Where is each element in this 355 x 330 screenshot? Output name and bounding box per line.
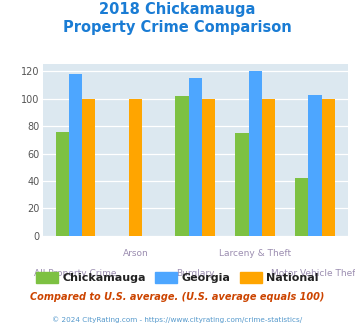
Text: Burglary: Burglary bbox=[176, 269, 214, 278]
Bar bbox=[295, 178, 308, 236]
Bar bbox=[69, 74, 82, 236]
Text: Larceny & Theft: Larceny & Theft bbox=[219, 249, 291, 258]
Bar bbox=[189, 78, 202, 236]
Bar bbox=[175, 96, 189, 236]
Text: Compared to U.S. average. (U.S. average equals 100): Compared to U.S. average. (U.S. average … bbox=[30, 292, 325, 302]
Text: Property Crime Comparison: Property Crime Comparison bbox=[63, 20, 292, 35]
Bar bbox=[202, 99, 215, 236]
Bar bbox=[56, 132, 69, 236]
Legend: Chickamauga, Georgia, National: Chickamauga, Georgia, National bbox=[32, 268, 323, 288]
Bar bbox=[322, 99, 335, 236]
Bar bbox=[308, 95, 322, 236]
Text: Motor Vehicle Theft: Motor Vehicle Theft bbox=[271, 269, 355, 278]
Bar bbox=[262, 99, 275, 236]
Text: 2018 Chickamauga: 2018 Chickamauga bbox=[99, 2, 256, 16]
Bar bbox=[248, 71, 262, 236]
Bar bbox=[235, 133, 248, 236]
Bar bbox=[129, 99, 142, 236]
Text: All Property Crime: All Property Crime bbox=[34, 269, 117, 278]
Text: Arson: Arson bbox=[122, 249, 148, 258]
Bar bbox=[82, 99, 95, 236]
Text: © 2024 CityRating.com - https://www.cityrating.com/crime-statistics/: © 2024 CityRating.com - https://www.city… bbox=[53, 316, 302, 323]
